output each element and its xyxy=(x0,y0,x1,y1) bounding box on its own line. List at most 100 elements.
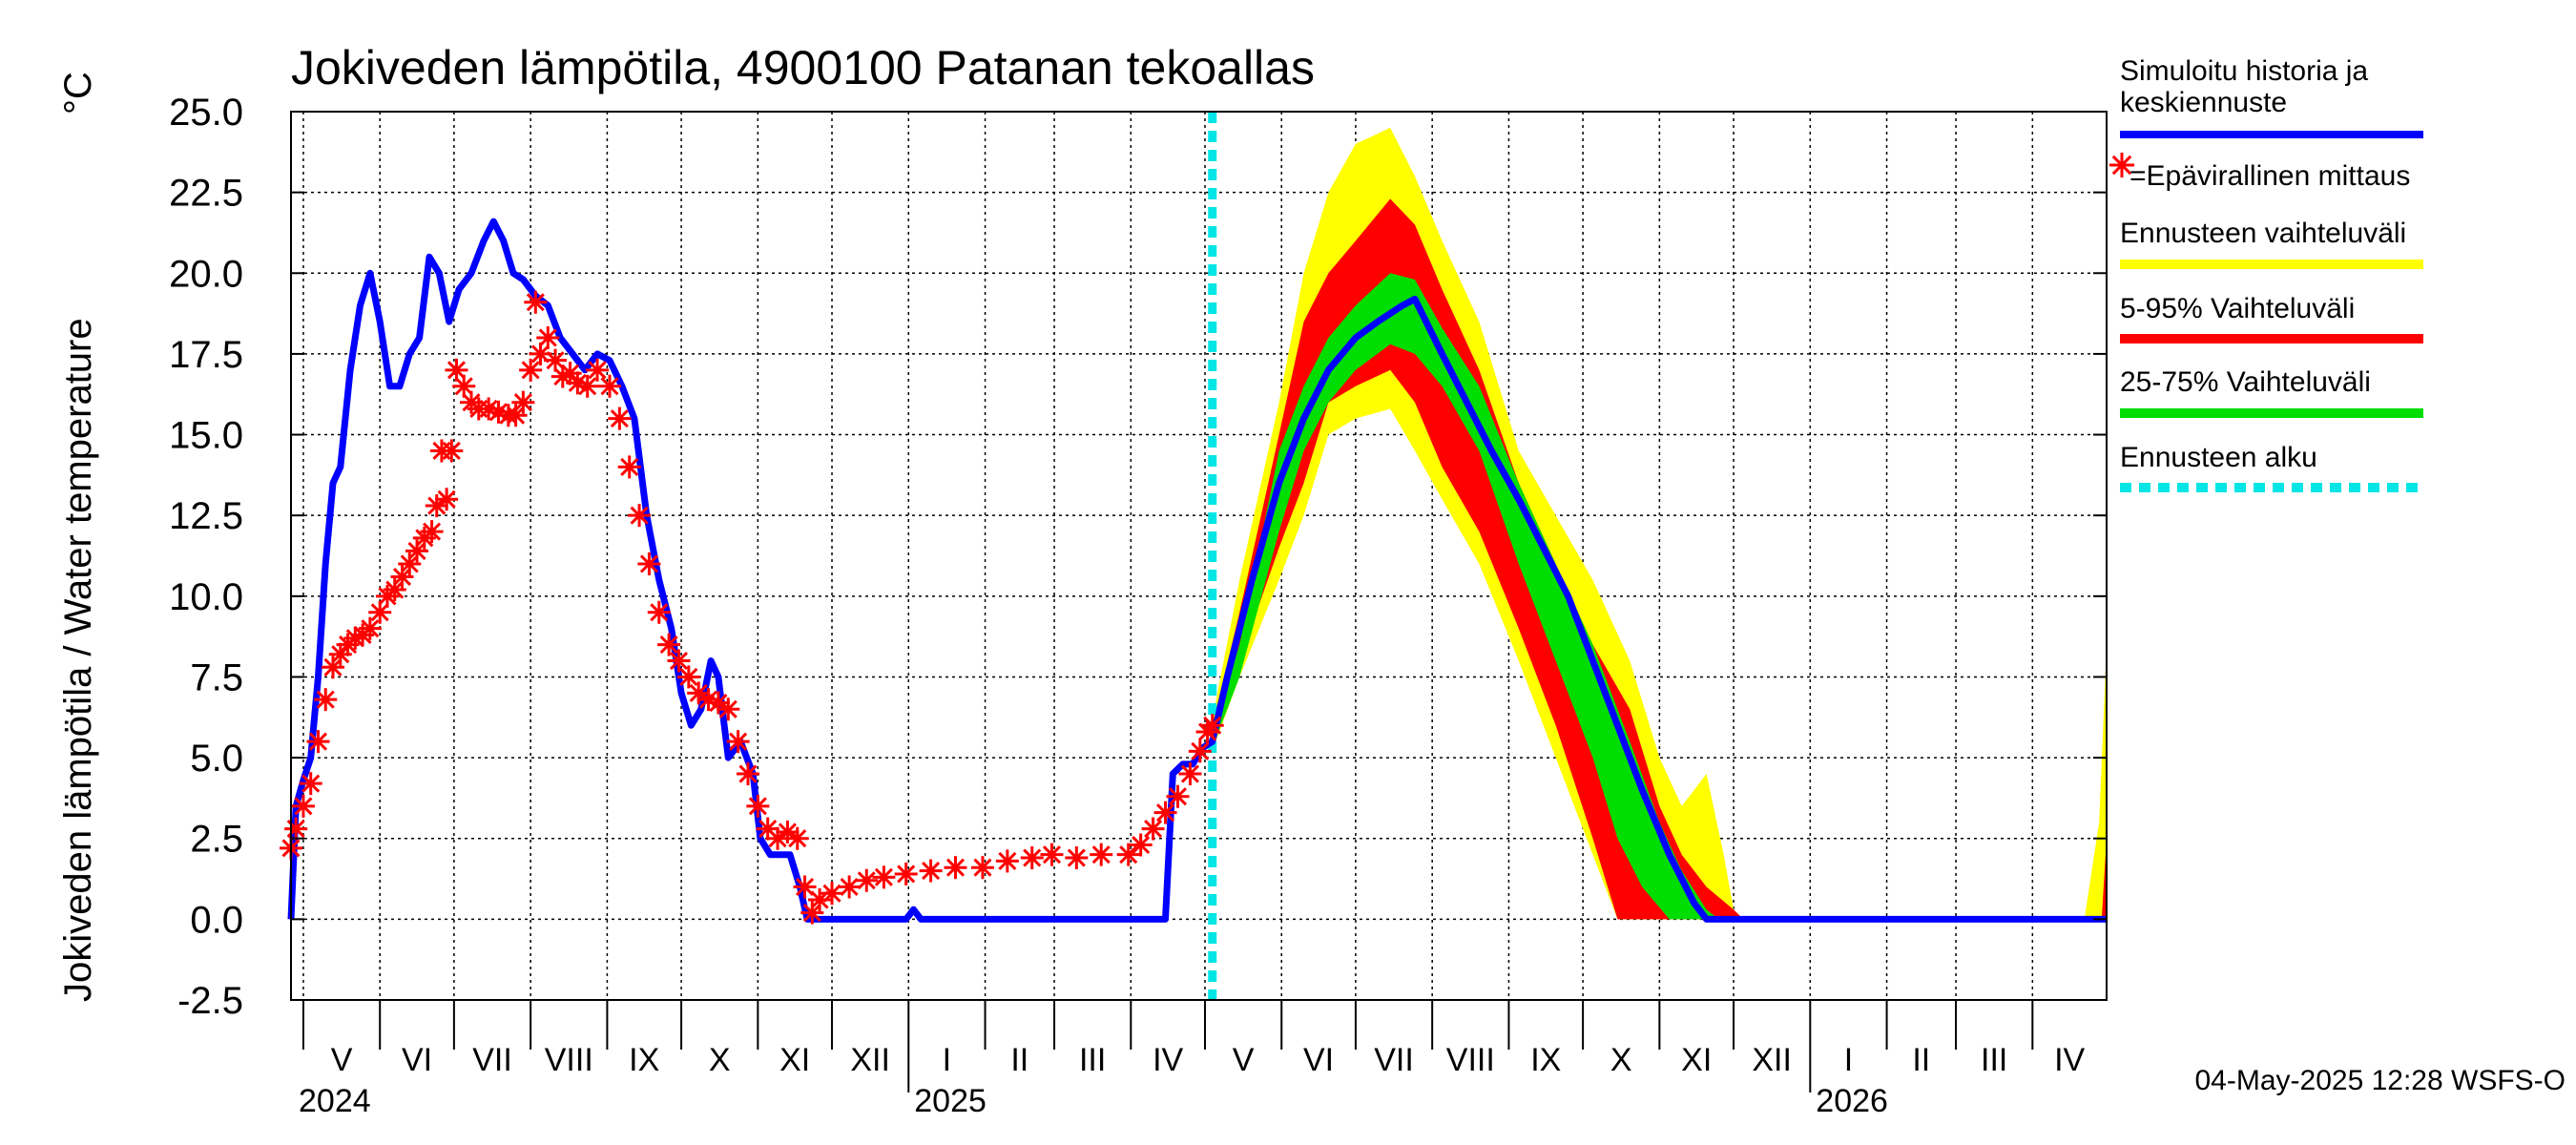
measurement-point xyxy=(504,404,528,427)
measurement-point xyxy=(1065,846,1089,870)
measurement-point xyxy=(524,290,548,314)
year-label: 2026 xyxy=(1816,1083,1888,1119)
measurement-point xyxy=(322,656,345,679)
month-label: I xyxy=(943,1042,951,1078)
measurement-point xyxy=(398,552,422,575)
measurement-point xyxy=(536,325,560,349)
chart-title: Jokiveden lämpötila, 4900100 Patanan tek… xyxy=(291,41,1315,94)
month-label: VI xyxy=(1303,1042,1334,1078)
measurement-point xyxy=(420,520,444,544)
y-tick-label: 20.0 xyxy=(169,253,243,295)
y-tick-label: 7.5 xyxy=(190,656,243,698)
measurement-point xyxy=(440,439,464,463)
measurement-point xyxy=(821,882,844,906)
measurement-point xyxy=(970,856,994,880)
measurement-point xyxy=(736,762,759,786)
measurement-point xyxy=(1090,843,1113,866)
month-label: VII xyxy=(1374,1042,1414,1078)
measurement-point xyxy=(855,868,879,892)
measurement-point xyxy=(597,374,621,398)
y-tick-label: 12.5 xyxy=(169,495,243,537)
month-label: XII xyxy=(850,1042,890,1078)
measurement-point xyxy=(291,794,315,818)
measurement-point xyxy=(586,358,610,382)
legend-label: 25-75% Vaihteluväli xyxy=(2120,366,2371,398)
y-tick-label: 2.5 xyxy=(190,819,243,861)
measurement-point xyxy=(284,817,308,841)
timestamp: 04-May-2025 12:28 WSFS-O xyxy=(2195,1065,2566,1096)
month-label: V xyxy=(331,1042,353,1078)
month-label: X xyxy=(709,1042,731,1078)
measurement-point xyxy=(676,665,700,689)
measurement-point xyxy=(838,875,862,899)
measurement-point xyxy=(617,455,641,479)
y-tick-label: 0.0 xyxy=(190,899,243,941)
measurement-point xyxy=(1141,817,1165,841)
month-label: IV xyxy=(1153,1042,1183,1078)
y-tick-label: -2.5 xyxy=(177,980,243,1022)
measurement-point xyxy=(726,730,750,754)
measurement-point xyxy=(306,730,330,754)
measurement-point xyxy=(358,616,382,640)
measurement-point xyxy=(1178,762,1202,786)
y-axis-label: Jokiveden lämpötila / Water temperature xyxy=(57,318,99,1002)
month-label: VIII xyxy=(545,1042,593,1078)
measurement-point xyxy=(995,849,1019,873)
measurement-point xyxy=(746,794,770,818)
legend-label: =Epävirallinen mittaus xyxy=(2129,160,2410,192)
y-tick-label: 22.5 xyxy=(169,173,243,215)
month-label: VIII xyxy=(1446,1042,1495,1078)
y-tick-label: 10.0 xyxy=(169,576,243,618)
plot-frame xyxy=(290,111,2108,1001)
y-tick-label: 15.0 xyxy=(169,415,243,457)
month-label: V xyxy=(1233,1042,1255,1078)
month-label: II xyxy=(1912,1042,1930,1078)
measurement-point xyxy=(944,856,967,880)
measurement-point xyxy=(1166,784,1190,808)
measurement-point xyxy=(575,374,599,398)
measurement-point xyxy=(637,552,661,575)
month-label: XI xyxy=(779,1042,810,1078)
measurement-point xyxy=(717,697,740,721)
measurement-point xyxy=(808,888,832,912)
measurement-point xyxy=(647,600,671,624)
measurement-point xyxy=(872,865,896,889)
measurement-point xyxy=(1116,843,1140,866)
y-axis-unit: °C xyxy=(57,72,99,114)
band-ffff00 xyxy=(2084,644,2107,920)
legend-label: Ennusteen alku xyxy=(2120,442,2317,473)
measurement-point xyxy=(1153,801,1177,824)
simulated-history-line xyxy=(287,218,2107,923)
y-axis: 25.0 22.5 20.0 17.5 15.0 12.5 10.0 7.5 5.0 2.5 0.0… xyxy=(169,92,2107,1022)
x-axis: V VI VII VIII IX X XI XII I II III IV V VI VII VIII IX X X… xyxy=(299,1000,2086,1119)
month-label: VI xyxy=(402,1042,432,1078)
y-tick-label: 17.5 xyxy=(169,334,243,376)
month-label: XI xyxy=(1681,1042,1712,1078)
month-label: VII xyxy=(472,1042,512,1078)
measurement-point xyxy=(756,817,779,841)
year-label: 2024 xyxy=(299,1083,371,1119)
measurement-markers xyxy=(280,290,1224,925)
series-lines xyxy=(287,218,2107,923)
measurement-point xyxy=(390,565,414,589)
measurement-point xyxy=(1020,846,1044,870)
grid-lines xyxy=(291,111,2107,1001)
month-label: X xyxy=(1610,1042,1632,1078)
legend-marker-asterisk xyxy=(2109,153,2134,177)
legend-label: keskiennuste xyxy=(2120,87,2287,118)
measurement-point xyxy=(405,539,429,563)
measurement-point xyxy=(785,826,809,850)
measurement-point xyxy=(519,358,543,382)
measurement-point xyxy=(511,390,535,414)
month-label: IV xyxy=(2054,1042,2085,1078)
measurement-point xyxy=(1188,739,1212,763)
measurement-point xyxy=(1200,714,1224,738)
month-label: III xyxy=(1079,1042,1106,1078)
month-label: IX xyxy=(1530,1042,1561,1078)
month-label: III xyxy=(1981,1042,2007,1078)
measurement-point xyxy=(383,578,406,602)
measurement-point xyxy=(667,649,691,673)
measurement-point xyxy=(435,488,459,511)
